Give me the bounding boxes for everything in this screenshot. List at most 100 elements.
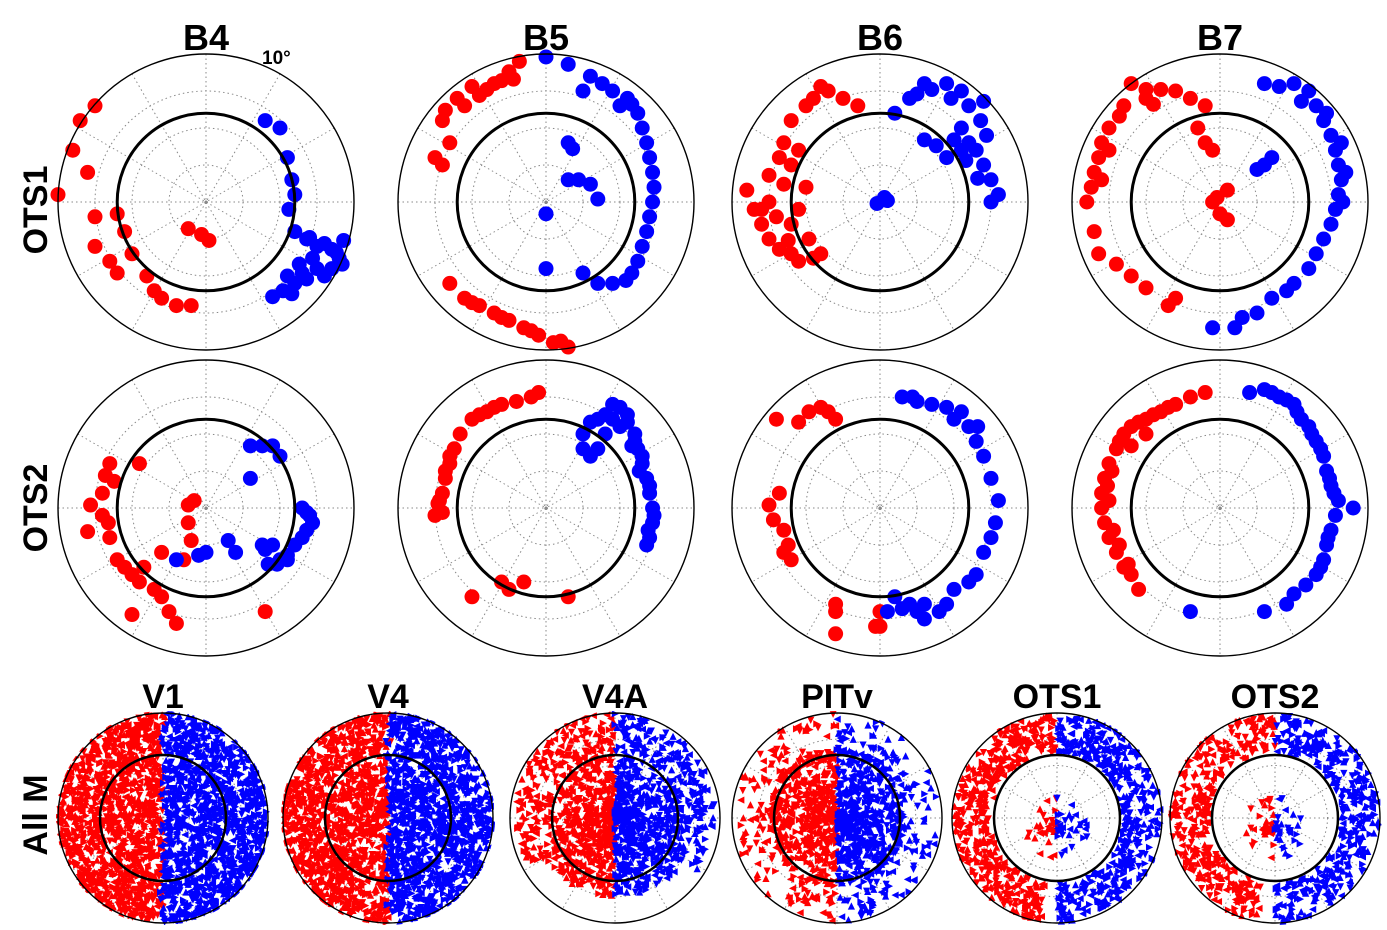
- red-point: [320, 878, 328, 886]
- red-point: [768, 209, 784, 225]
- grid-spoke: [296, 765, 480, 871]
- column-title-3: B6: [857, 17, 903, 58]
- red-point: [431, 493, 447, 509]
- grid-ring: [83, 738, 243, 898]
- blue-point: [225, 859, 233, 868]
- blue-point: [645, 194, 661, 210]
- blue-point: [619, 407, 635, 423]
- blue-point: [194, 887, 202, 895]
- blue-point: [205, 731, 213, 740]
- blue-point: [203, 899, 211, 908]
- blue-point: [439, 809, 447, 817]
- blue-point: [454, 752, 462, 760]
- blue-point: [166, 823, 174, 831]
- red-point: [321, 850, 330, 858]
- blue-point: [383, 740, 392, 748]
- red-point: [109, 265, 125, 281]
- red-point: [365, 790, 373, 798]
- blue-point: [161, 870, 169, 878]
- red-point: [373, 719, 381, 727]
- bottom-title-2: V4: [367, 678, 409, 716]
- blue-point: [454, 837, 463, 845]
- red-point: [129, 786, 138, 794]
- red-point: [257, 604, 273, 620]
- red-point: [127, 794, 135, 802]
- blue-point: [175, 762, 183, 771]
- blue-point: [208, 833, 216, 841]
- blue-point: [168, 774, 176, 782]
- blue-point: [389, 845, 397, 854]
- blue-point: [469, 836, 477, 844]
- red-point: [153, 723, 161, 731]
- blue-point: [229, 807, 238, 815]
- blue-point: [159, 909, 167, 917]
- blue-point: [218, 729, 226, 737]
- red-point: [337, 845, 345, 853]
- red-point: [139, 856, 148, 864]
- blue-point: [382, 738, 390, 746]
- blue-point: [456, 822, 464, 831]
- red-point: [365, 721, 373, 729]
- blue-point: [424, 739, 432, 747]
- red-point: [374, 741, 382, 750]
- red-point: [72, 858, 80, 866]
- red-point: [366, 863, 374, 871]
- blue-point: [471, 860, 479, 868]
- blue-point: [184, 743, 192, 752]
- red-point: [318, 847, 326, 855]
- red-point: [286, 785, 294, 793]
- blue-point: [1327, 507, 1343, 523]
- red-point: [367, 750, 376, 758]
- red-point: [1123, 438, 1139, 454]
- red-point: [67, 773, 75, 781]
- red-point: [377, 776, 385, 784]
- red-point: [144, 836, 152, 844]
- blue-point: [186, 848, 194, 856]
- blue-point: [230, 738, 238, 746]
- blue-point: [424, 727, 433, 735]
- red-point: [78, 825, 86, 833]
- red-point: [149, 871, 157, 879]
- blue-point: [214, 811, 222, 819]
- blue-point: [159, 779, 168, 787]
- blue-point: [430, 846, 438, 854]
- red-point: [379, 887, 387, 896]
- polar-panel-ots1-b4: [50, 53, 355, 351]
- blue-point: [405, 913, 413, 921]
- red-point: [348, 734, 356, 742]
- blue-point: [161, 725, 169, 733]
- red-point: [121, 880, 129, 888]
- red-point: [295, 790, 303, 798]
- red-point: [311, 839, 320, 847]
- blue-point: [220, 890, 228, 898]
- red-point: [180, 515, 196, 531]
- red-point: [322, 813, 331, 821]
- red-point: [118, 851, 126, 859]
- outer-ring-10deg: [57, 712, 269, 924]
- blue-point: [247, 848, 255, 856]
- red-point: [109, 903, 117, 911]
- blue-point: [384, 771, 392, 779]
- blue-point: [976, 448, 992, 464]
- blue-point: [253, 853, 262, 861]
- blue-point: [190, 722, 198, 730]
- blue-point: [198, 727, 206, 735]
- red-point: [139, 886, 147, 894]
- red-point: [334, 832, 342, 840]
- blue-point: [414, 894, 422, 902]
- red-point: [356, 723, 364, 731]
- red-point: [342, 771, 350, 779]
- red-point: [146, 850, 155, 859]
- blue-point: [1313, 559, 1329, 575]
- red-point: [83, 824, 92, 832]
- red-point: [108, 869, 116, 877]
- bottom-title-4: PITv: [801, 678, 873, 716]
- red-point: [308, 877, 316, 886]
- inner-ring-6deg: [455, 417, 637, 599]
- red-point: [68, 858, 76, 867]
- blue-point: [444, 774, 452, 782]
- red-point: [88, 875, 96, 883]
- blue-point: [401, 760, 410, 768]
- red-point: [1205, 194, 1221, 210]
- blue-point: [450, 875, 458, 884]
